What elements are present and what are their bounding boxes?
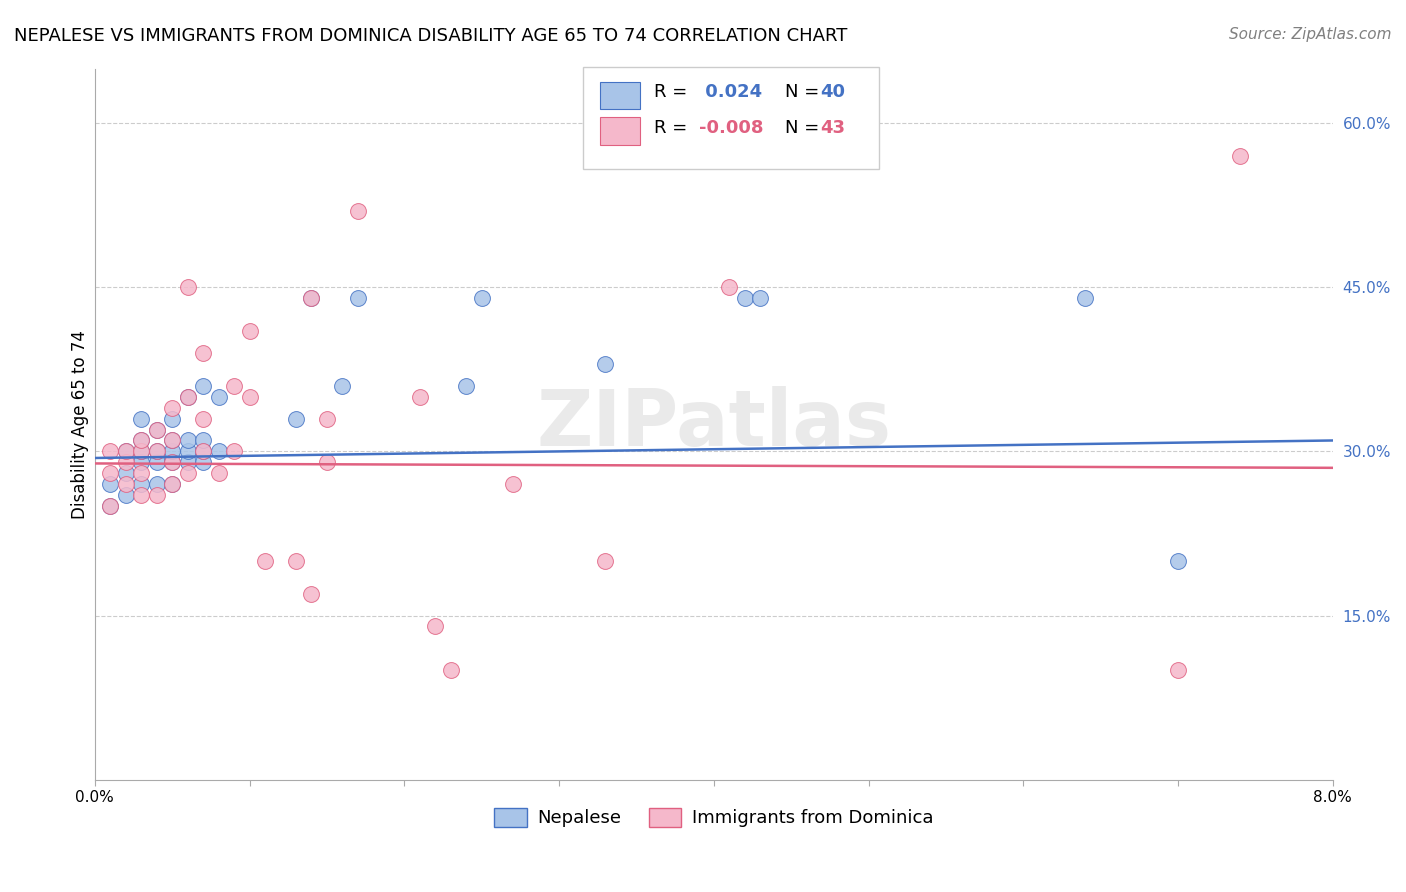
Point	[440, 663, 463, 677]
Point	[301, 291, 323, 305]
Point	[98, 477, 121, 491]
Legend: Nepalese, Immigrants from Dominica: Nepalese, Immigrants from Dominica	[486, 801, 941, 835]
Point	[129, 467, 152, 481]
Point	[160, 477, 183, 491]
Point	[129, 411, 152, 425]
Point	[347, 203, 370, 218]
Point	[176, 467, 198, 481]
Point	[114, 455, 136, 469]
Point	[114, 488, 136, 502]
Point	[129, 444, 152, 458]
Point	[238, 324, 260, 338]
Point	[456, 378, 478, 392]
Text: Source: ZipAtlas.com: Source: ZipAtlas.com	[1229, 27, 1392, 42]
Point	[595, 554, 617, 568]
Y-axis label: Disability Age 65 to 74: Disability Age 65 to 74	[72, 330, 89, 518]
Point	[332, 378, 354, 392]
Point	[301, 587, 323, 601]
Point	[160, 455, 183, 469]
Point	[409, 390, 432, 404]
Point	[301, 291, 323, 305]
Point	[718, 280, 741, 294]
Point	[734, 291, 756, 305]
Point	[145, 423, 167, 437]
Point	[160, 401, 183, 415]
Point	[160, 477, 183, 491]
Point	[347, 291, 370, 305]
Point	[425, 619, 447, 633]
Point	[176, 280, 198, 294]
Point	[222, 444, 245, 458]
Point	[1229, 149, 1251, 163]
Point	[176, 434, 198, 448]
Point	[145, 444, 167, 458]
Point	[98, 444, 121, 458]
Point	[191, 434, 214, 448]
Point	[176, 455, 198, 469]
Point	[145, 455, 167, 469]
Point	[160, 434, 183, 448]
Point	[1167, 663, 1189, 677]
Point	[160, 411, 183, 425]
Text: N =: N =	[785, 83, 824, 101]
Point	[145, 444, 167, 458]
Point	[502, 477, 524, 491]
Point	[129, 477, 152, 491]
Point	[176, 390, 198, 404]
Text: R =: R =	[654, 83, 693, 101]
Point	[160, 434, 183, 448]
Point	[316, 455, 339, 469]
Point	[191, 346, 214, 360]
Text: R =: R =	[654, 119, 693, 136]
Point	[160, 444, 183, 458]
Point	[98, 467, 121, 481]
Point	[471, 291, 494, 305]
Point	[749, 291, 772, 305]
Point	[129, 444, 152, 458]
Point	[145, 423, 167, 437]
Point	[129, 434, 152, 448]
Point	[114, 467, 136, 481]
Point	[114, 444, 136, 458]
Point	[129, 488, 152, 502]
Point	[191, 444, 214, 458]
Point	[207, 444, 229, 458]
Point	[595, 357, 617, 371]
Text: N =: N =	[785, 119, 824, 136]
Text: 43: 43	[820, 119, 845, 136]
Point	[191, 411, 214, 425]
Point	[253, 554, 276, 568]
Point	[207, 467, 229, 481]
Point	[316, 411, 339, 425]
Text: 0.024: 0.024	[699, 83, 762, 101]
Point	[129, 434, 152, 448]
Point	[207, 390, 229, 404]
Point	[191, 378, 214, 392]
Text: -0.008: -0.008	[699, 119, 763, 136]
Point	[191, 455, 214, 469]
Text: NEPALESE VS IMMIGRANTS FROM DOMINICA DISABILITY AGE 65 TO 74 CORRELATION CHART: NEPALESE VS IMMIGRANTS FROM DOMINICA DIS…	[14, 27, 848, 45]
Point	[1074, 291, 1097, 305]
Point	[222, 378, 245, 392]
Point	[176, 444, 198, 458]
Point	[145, 477, 167, 491]
Point	[285, 554, 308, 568]
Point	[145, 488, 167, 502]
Text: 40: 40	[820, 83, 845, 101]
Point	[160, 455, 183, 469]
Point	[98, 499, 121, 513]
Text: ZIPatlas: ZIPatlas	[536, 386, 891, 462]
Point	[176, 390, 198, 404]
Point	[285, 411, 308, 425]
Point	[114, 444, 136, 458]
Point	[114, 477, 136, 491]
Point	[1167, 554, 1189, 568]
Point	[238, 390, 260, 404]
Point	[129, 455, 152, 469]
Point	[191, 444, 214, 458]
Point	[98, 499, 121, 513]
